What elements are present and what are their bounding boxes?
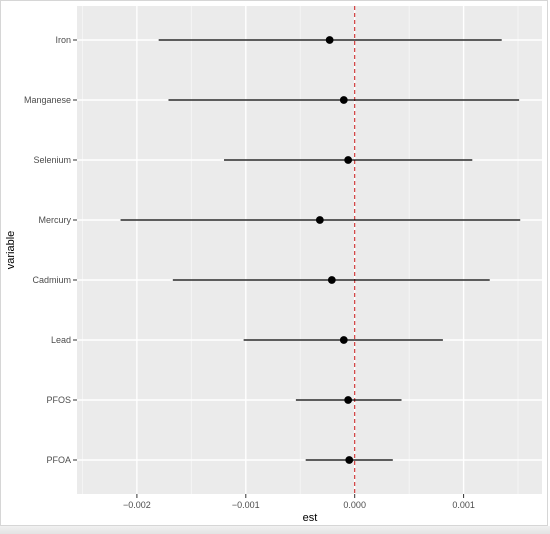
estimate-point-lead bbox=[339, 336, 348, 344]
estimate-point-iron bbox=[325, 36, 334, 44]
plot-panel bbox=[77, 6, 542, 494]
y-axis-ticks: Iron Manganese Selenium Mercury Cadmium Lead P… bbox=[24, 35, 77, 465]
y-tick-label: Manganese bbox=[24, 95, 71, 105]
y-tick-label: Iron bbox=[55, 35, 71, 45]
x-tick-label: 0.001 bbox=[452, 500, 475, 510]
y-tick-label: PFOS bbox=[46, 395, 71, 405]
y-tick-label: PFOA bbox=[46, 455, 71, 465]
estimate-point-pfoa bbox=[345, 456, 354, 464]
y-tick-label: Mercury bbox=[38, 215, 71, 225]
estimate-point-cadmium bbox=[327, 276, 336, 284]
window-bottom-strip bbox=[0, 526, 550, 534]
y-axis-title: variable bbox=[5, 231, 17, 270]
x-tick-label: −0.002 bbox=[123, 500, 151, 510]
estimate-point-pfos bbox=[344, 396, 353, 404]
x-tick-label: 0.000 bbox=[343, 500, 366, 510]
point-estimates bbox=[315, 36, 354, 464]
x-tick-label: −0.001 bbox=[232, 500, 260, 510]
x-axis-title: est bbox=[303, 512, 318, 524]
y-tick-label: Cadmium bbox=[32, 275, 71, 285]
y-tick-label: Selenium bbox=[33, 155, 71, 165]
estimate-point-manganese bbox=[339, 96, 348, 104]
minor-grid bbox=[82, 6, 519, 494]
x-axis-ticks: −0.002 −0.001 0.000 0.001 bbox=[123, 494, 475, 510]
y-tick-label: Lead bbox=[51, 335, 71, 345]
estimate-point-mercury bbox=[315, 216, 324, 224]
estimate-point-selenium bbox=[344, 156, 353, 164]
